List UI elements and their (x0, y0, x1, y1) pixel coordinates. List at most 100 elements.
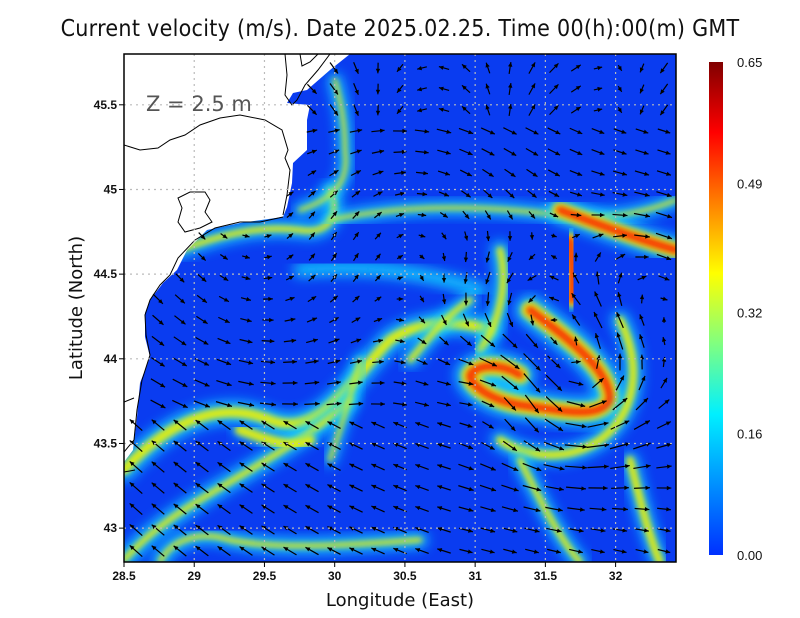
velocity-arrow-head (415, 464, 421, 469)
velocity-arrow (351, 317, 361, 323)
velocity-arrow (237, 401, 255, 407)
velocity-arrow (259, 402, 277, 407)
velocity-arrow-head (173, 419, 179, 425)
velocity-arrow (263, 275, 273, 281)
velocity-arrow-head (512, 343, 518, 348)
velocity-arrow (304, 380, 320, 385)
velocity-arrow-head (268, 296, 273, 302)
velocity-arrow (349, 421, 363, 429)
velocity-arrow (306, 128, 318, 133)
velocity-arrow-head (463, 257, 469, 263)
velocity-arrow (307, 149, 317, 155)
velocity-arrow-head (489, 445, 495, 450)
velocity-arrow-head (666, 464, 672, 469)
velocity-arrow (505, 189, 515, 199)
velocity-arrow-head (491, 382, 497, 387)
velocity-arrow-head (535, 446, 541, 452)
velocity-arrow-head (292, 380, 298, 386)
velocity-arrow-head (375, 68, 381, 74)
current-jet-band (517, 457, 583, 562)
velocity-arrow-head (622, 233, 627, 238)
velocity-arrow-head (334, 338, 340, 343)
y-tick-label: 43 (104, 521, 118, 535)
velocity-arrow-head (558, 486, 564, 492)
velocity-arrow-head (247, 339, 253, 344)
velocity-arrow-head (664, 276, 670, 281)
velocity-arrow (305, 441, 319, 451)
velocity-arrow-head (617, 107, 622, 113)
velocity-arrow (283, 546, 297, 556)
velocity-arrow (545, 374, 563, 392)
colorbar-tick-label: 0.32 (737, 305, 762, 320)
velocity-arrow (349, 505, 363, 513)
velocity-arrow-head (397, 87, 402, 93)
velocity-arrow (371, 421, 385, 429)
velocity-arrow (260, 381, 276, 386)
velocity-arrow-head (417, 66, 423, 71)
velocity-arrow (528, 211, 536, 219)
velocity-arrow-head (438, 65, 444, 70)
velocity-arrow-head (507, 236, 513, 241)
velocity-arrow-head (357, 128, 363, 133)
velocity-arrow (569, 548, 583, 554)
velocity-arrow (349, 359, 363, 364)
velocity-arrow-head (173, 524, 179, 530)
velocity-arrow-head (354, 253, 359, 259)
velocity-arrow-head (441, 234, 447, 240)
velocity-arrow (480, 334, 496, 348)
velocity-arrow-head (581, 486, 586, 491)
velocity-arrow (239, 504, 253, 514)
velocity-arrow (418, 316, 426, 324)
velocity-arrow (481, 148, 495, 156)
current-jet-band (235, 425, 315, 450)
velocity-arrow-head (666, 507, 671, 512)
velocity-arrow-head (349, 484, 355, 489)
velocity-arrow-head (239, 546, 245, 551)
velocity-arrow (264, 255, 272, 260)
velocity-arrow (661, 317, 667, 323)
velocity-arrow-head (661, 317, 667, 322)
velocity-arrow (633, 464, 651, 470)
velocity-arrow-head (423, 150, 429, 155)
velocity-arrow-head (575, 85, 581, 91)
velocity-arrow-head (261, 546, 267, 552)
velocity-arrow-head (334, 128, 340, 133)
velocity-arrow-head (379, 359, 384, 365)
velocity-arrow-head (305, 442, 311, 447)
velocity-arrow-head (511, 446, 517, 451)
velocity-arrow-head (578, 381, 584, 386)
velocity-arrow (441, 293, 447, 305)
velocity-arrow-head (624, 464, 630, 469)
velocity-arrow-head (310, 232, 315, 238)
current-jet-band (626, 456, 664, 562)
velocity-arrow (239, 441, 253, 451)
velocity-arrow (439, 212, 449, 218)
velocity-arrow (550, 317, 558, 323)
velocity-arrow (591, 212, 605, 218)
velocity-arrow-head (441, 299, 447, 305)
velocity-arrow (372, 170, 384, 176)
velocity-arrow-head (512, 528, 518, 533)
velocity-arrow-head (536, 487, 542, 492)
velocity-arrow-head (376, 232, 381, 238)
velocity-arrow (195, 545, 209, 557)
velocity-arrow-head (291, 338, 297, 343)
velocity-arrow-head (577, 129, 583, 134)
velocity-arrow-head (463, 278, 468, 284)
velocity-arrow (240, 317, 252, 323)
velocity-arrow-head (617, 353, 623, 359)
velocity-arrow-head (423, 381, 429, 386)
velocity-arrow-head (311, 296, 317, 301)
velocity-arrow (504, 168, 516, 178)
velocity-arrow (396, 276, 404, 281)
velocity-arrow (459, 169, 473, 177)
velocity-arrow-head (485, 279, 490, 285)
velocity-arrow (173, 419, 187, 431)
velocity-arrow (611, 485, 629, 491)
velocity-arrow (615, 375, 625, 391)
velocity-arrow (286, 232, 294, 240)
velocity-arrow (655, 232, 673, 240)
velocity-arrow-head (662, 296, 668, 301)
velocity-arrow (483, 189, 493, 199)
velocity-arrow-head (376, 212, 382, 217)
